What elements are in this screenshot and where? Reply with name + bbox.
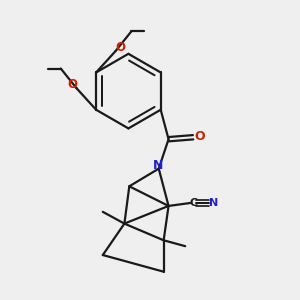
Text: N: N (153, 159, 163, 172)
Text: O: O (115, 41, 125, 54)
Text: O: O (67, 78, 77, 91)
Text: O: O (195, 130, 205, 143)
Text: C: C (190, 197, 198, 208)
Text: N: N (209, 198, 218, 208)
